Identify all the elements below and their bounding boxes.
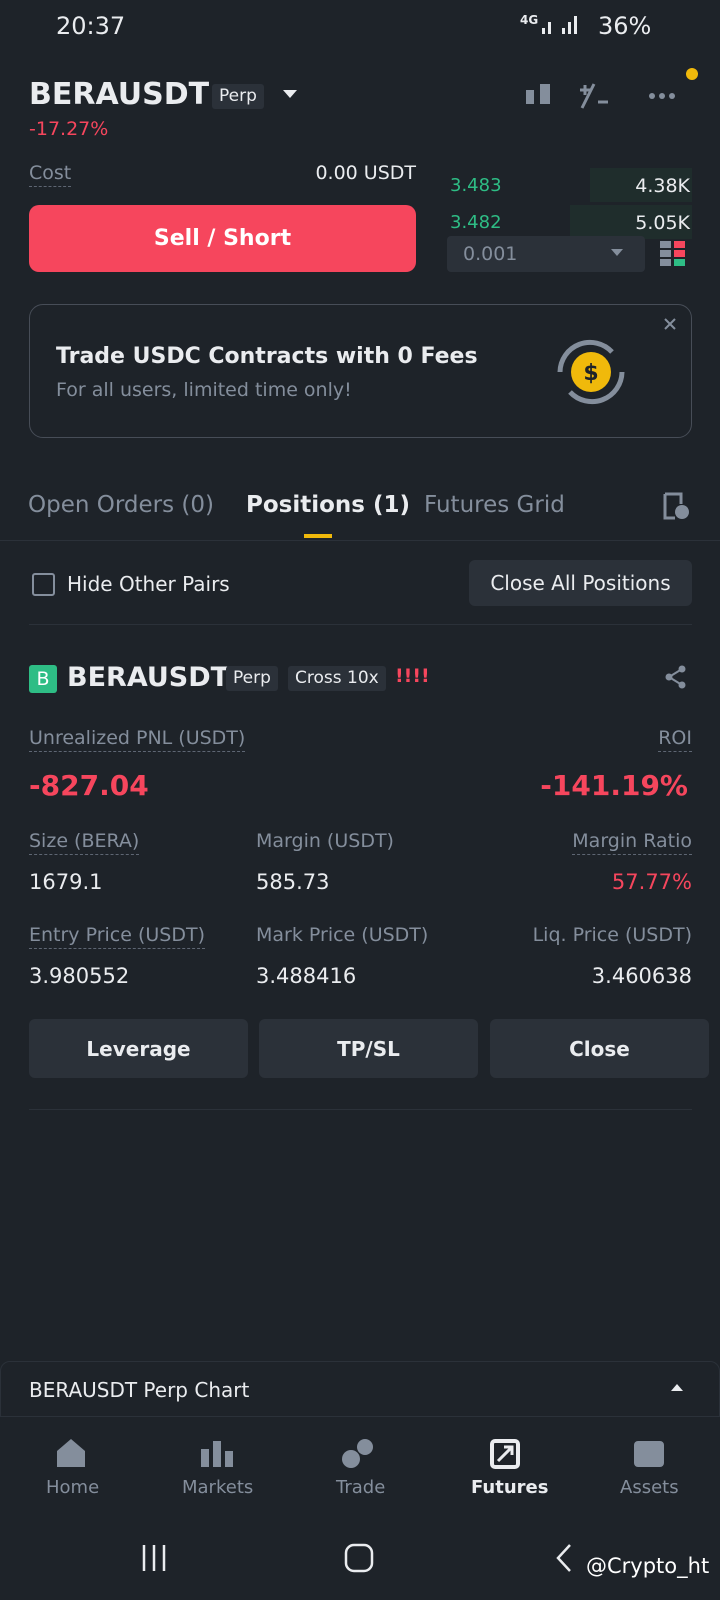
perp-tag: Perp xyxy=(212,84,264,109)
checkbox[interactable] xyxy=(32,573,55,596)
book-price: 3.483 xyxy=(450,175,502,196)
promo-icon: $ xyxy=(557,339,625,405)
risk-warning: !!!! xyxy=(395,665,430,687)
layout-icon[interactable] xyxy=(660,241,686,267)
position-tag: Perp xyxy=(226,666,278,691)
history-icon[interactable] xyxy=(662,492,690,520)
position-tag: Cross 10x xyxy=(288,666,386,691)
field-label: Liq. Price (USDT) xyxy=(532,924,692,946)
signal-icon xyxy=(542,16,577,34)
cost-value: 0.00 USDT xyxy=(315,162,416,184)
status-time: 20:37 xyxy=(56,12,126,40)
nav-item[interactable]: Markets xyxy=(182,1477,254,1498)
chart-bar-label: BERAUSDT Perp Chart xyxy=(29,1378,250,1402)
book-amount: 4.38K xyxy=(635,175,690,197)
nav-item[interactable]: Home xyxy=(46,1477,100,1498)
field-value: 3.488416 xyxy=(256,964,357,988)
action-button[interactable]: TP/SL xyxy=(259,1019,478,1078)
tab-active[interactable]: Positions (1) xyxy=(246,492,411,518)
field-label: Mark Price (USDT) xyxy=(256,924,429,946)
watermark: @Crypto_ht xyxy=(586,1554,710,1578)
field-value: 3.460638 xyxy=(591,964,692,988)
roi-value: -141.19% xyxy=(540,769,688,802)
promo-subtitle: For all users, limited time only! xyxy=(56,379,352,401)
tab[interactable]: Futures Grid xyxy=(424,492,565,518)
field-value: 585.73 xyxy=(256,870,330,894)
tab-indicator xyxy=(304,534,332,538)
close-icon[interactable] xyxy=(664,318,676,330)
system-nav[interactable] xyxy=(140,1542,580,1574)
field-value: 3.980552 xyxy=(29,964,130,988)
roi-label: ROI xyxy=(658,729,692,752)
promo-banner[interactable] xyxy=(29,304,692,438)
action-button[interactable]: Close xyxy=(490,1019,709,1078)
pnl-value: -827.04 xyxy=(29,769,149,802)
book-price: 3.482 xyxy=(450,212,502,233)
sell-short-button[interactable]: Sell / Short xyxy=(29,205,416,272)
chart-bar[interactable] xyxy=(0,1361,720,1417)
field-label: Size (BERA) xyxy=(29,832,140,855)
share-icon[interactable] xyxy=(664,665,688,689)
dropdown-icon[interactable] xyxy=(282,88,298,100)
divider xyxy=(0,1416,720,1417)
status-network: 4G xyxy=(520,13,539,27)
field-value: 57.77% xyxy=(611,870,692,894)
nav-item[interactable]: Trade xyxy=(336,1477,386,1498)
position-symbol: BERAUSDT xyxy=(67,662,230,693)
depth-bar xyxy=(570,205,692,239)
pnl-label: Unrealized PNL (USDT) xyxy=(29,729,246,752)
svg-text:$: $ xyxy=(583,361,598,386)
field-label: Margin Ratio xyxy=(572,832,692,855)
status-battery: 36% xyxy=(598,12,652,40)
price-change: -17.27% xyxy=(29,118,109,140)
nav-item-active[interactable]: Futures xyxy=(471,1477,549,1498)
field-value: 1679.1 xyxy=(29,870,103,894)
side-badge: B xyxy=(29,665,57,693)
action-button[interactable]: Leverage xyxy=(29,1019,248,1078)
tab[interactable]: Open Orders (0) xyxy=(28,492,214,518)
cost-label: Cost xyxy=(29,164,72,187)
divider xyxy=(0,540,720,541)
close-all-button[interactable]: Close All Positions xyxy=(469,560,692,606)
promo-title: Trade USDC Contracts with 0 Fees xyxy=(56,344,478,369)
precision-arrow xyxy=(611,249,623,256)
precision-value: 0.001 xyxy=(463,243,518,265)
nav-icons xyxy=(57,1439,664,1469)
precision-select[interactable] xyxy=(447,236,645,272)
divider xyxy=(29,624,692,625)
expand-icon[interactable] xyxy=(670,1382,684,1392)
field-label: Entry Price (USDT) xyxy=(29,926,206,949)
header-icons[interactable] xyxy=(522,80,692,112)
hide-pairs-label: Hide Other Pairs xyxy=(67,572,230,596)
notification-dot xyxy=(686,68,698,80)
nav-item[interactable]: Assets xyxy=(620,1477,679,1498)
divider xyxy=(29,1109,692,1110)
depth-bar xyxy=(590,168,692,202)
field-label: Margin (USDT) xyxy=(256,830,394,852)
symbol[interactable]: BERAUSDT xyxy=(29,77,210,112)
book-amount: 5.05K xyxy=(635,212,690,234)
